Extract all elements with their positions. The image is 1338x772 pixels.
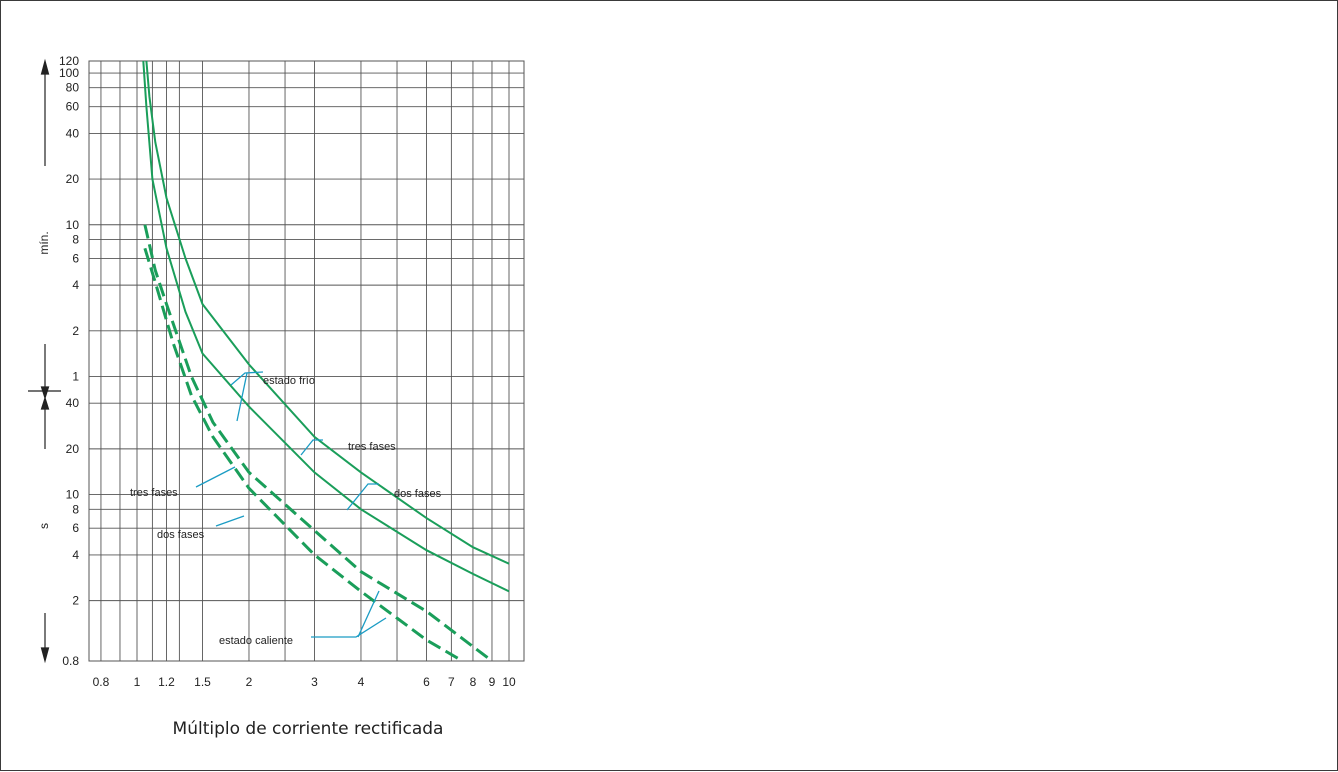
x-axis-title: Múltiplo de corriente rectificada [173, 719, 444, 739]
leader-hot-upper [357, 590, 380, 638]
label-cold-two-phase: dos fases [394, 488, 442, 500]
label-cold-three-phase: tres fases [348, 441, 396, 453]
x-tick-label: 0.8 [93, 675, 110, 689]
y-tick-label-minutes: 60 [66, 100, 80, 114]
leader-hot-three-phase [195, 466, 236, 488]
y-tick-label-minutes: 80 [66, 81, 80, 95]
y-tick-label-seconds: 6 [72, 521, 79, 535]
y-tick-label-minutes: 120 [59, 54, 79, 68]
leader-cold-lower [236, 372, 248, 422]
x-tick-label: 3 [311, 675, 318, 689]
y-tick-label-seconds: 2 [72, 594, 79, 608]
annotation-leaders [195, 371, 387, 638]
axis-arrow-markers [28, 58, 61, 664]
y-tick-label-seconds: 8 [72, 502, 79, 516]
x-tick-label: 1 [134, 675, 141, 689]
y-tick-label-minutes: 8 [72, 232, 79, 246]
leader-hot-lower [311, 617, 387, 638]
label-hot-three-phase: tres fases [130, 487, 178, 499]
x-tick-label: 7 [448, 675, 455, 689]
x-tick-label: 10 [502, 675, 516, 689]
y-tick-label-minutes: 1 [72, 369, 79, 383]
y-tick-label-seconds: 10 [66, 488, 80, 502]
y-tick-label-minutes: 10 [66, 218, 80, 232]
leader-cold-two-phase [346, 483, 379, 511]
arrow-down-icon [40, 386, 50, 400]
x-tick-label: 1.2 [158, 675, 175, 689]
x-axis-tick-labels: 0.8 1 1.2 1.5 2 3 4 6 7 8 9 10 [93, 675, 516, 689]
arrow-down-icon [40, 647, 50, 664]
plot-area-border [88, 60, 525, 662]
y-unit-minutes: mín. [37, 231, 51, 254]
x-tick-label: 9 [489, 675, 496, 689]
curve-cold-three-phase [145, 60, 510, 565]
curve-cold-two-phase [142, 60, 510, 593]
x-tick-label: 1.5 [194, 675, 211, 689]
leader-cold-upper [230, 371, 264, 386]
leader-hot-two-phase [215, 515, 245, 527]
leader-cold-three-phase [300, 439, 323, 456]
y-tick-label-minutes: 6 [72, 251, 79, 265]
tripping-curves [142, 60, 510, 663]
y-tick-label-minutes: 2 [72, 324, 79, 338]
y-tick-label-minutes: 100 [59, 66, 79, 80]
arrow-up-icon [40, 396, 50, 410]
y-tick-label-minutes: 4 [72, 278, 79, 292]
curve-hot-three-phase [143, 224, 493, 663]
y-tick-label-minutes: 20 [66, 172, 80, 186]
curve-hot-two-phase [143, 247, 464, 663]
y-axis-units: mín. s [37, 231, 51, 529]
y-tick-label-seconds: 20 [66, 442, 80, 456]
y-tick-label-seconds: 0.8 [62, 654, 79, 668]
y-tick-label-minutes: 40 [66, 126, 80, 140]
y-tick-label-seconds: 40 [66, 396, 80, 410]
label-hot-state: estado caliente [219, 635, 293, 647]
arrow-up-icon [40, 58, 50, 75]
plot-grid [88, 60, 525, 662]
x-tick-label: 4 [358, 675, 365, 689]
y-unit-seconds: s [37, 523, 51, 529]
curve-annotations: estado frío tres fases dos fases tres fa… [130, 375, 442, 647]
x-tick-label: 6 [423, 675, 430, 689]
label-cold-state: estado frío [263, 375, 315, 387]
x-tick-label: 8 [470, 675, 477, 689]
label-hot-two-phase: dos fases [157, 529, 205, 541]
x-tick-label: 2 [246, 675, 253, 689]
y-tick-label-seconds: 4 [72, 548, 79, 562]
